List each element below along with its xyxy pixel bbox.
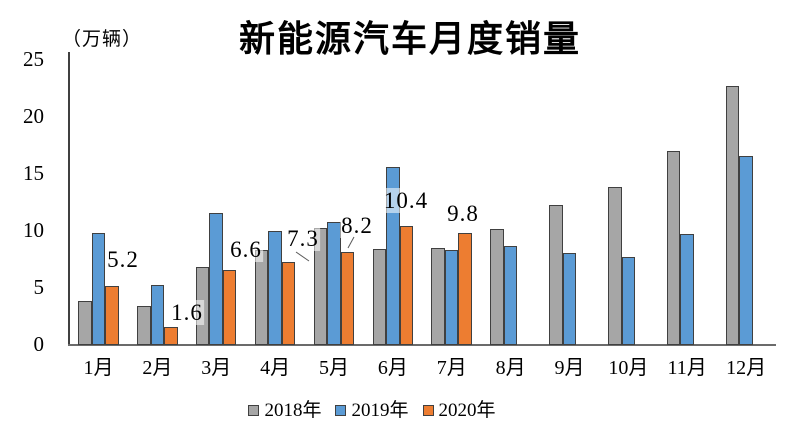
bar-2019年-4月 [268,231,282,345]
bar-2019年-8月 [503,245,518,345]
legend-item-2020年: 2020年 [422,400,496,421]
y-tick-label: 20 [23,104,44,128]
legend-item-2018年: 2018年 [248,401,321,420]
y-tick-label: 5 [33,275,45,299]
bar-2020年-7月 [458,233,472,345]
x-tick-label-4月: 4月 [260,357,291,379]
bar-2020年-3月 [222,269,237,345]
y-axis-unit-label: （万辆） [62,29,143,50]
x-tick-label-2月: 2月 [142,357,173,379]
y-axis-line [68,52,70,346]
data-label-1月: 5.2 [106,247,140,272]
bar-2018年-2月 [137,306,151,345]
bar-2020年-1月 [105,285,119,345]
bar-2018年-7月 [431,248,445,345]
legend: 2018年 2019年 2020年 [0,401,744,420]
bar-2018年-10月 [608,186,622,345]
bar-2018年-11月 [666,151,681,345]
bar-2020年-5月 [340,251,355,345]
leader-line [347,236,355,249]
x-tick-label-5月: 5月 [318,357,349,379]
bar-2018年-9月 [549,204,563,345]
legend-swatch-icon [248,405,260,416]
x-tick-label-10月: 10月 [608,357,649,379]
bar-2019年-10月 [621,257,636,345]
legend-swatch-icon [422,405,434,416]
chart-title: 新能源汽车月度销量 [238,19,581,59]
legend-label: 2018年 [264,400,322,421]
y-tick-label: 0 [33,332,45,356]
data-label-2月: 1.6 [170,300,204,325]
bar-2020年-6月 [399,226,414,345]
data-label-5月: 8.2 [340,213,374,238]
x-tick-label-7月: 7月 [436,357,467,379]
bar-2019年-7月 [444,250,459,345]
y-tick-label: 10 [23,218,44,242]
bar-2018年-8月 [490,228,504,345]
bar-2018年-5月 [313,227,328,345]
bar-2019年-3月 [209,212,223,345]
data-label-6月: 10.4 [382,188,430,213]
legend-swatch-icon [335,405,347,416]
data-label-4月: 7.3 [286,226,320,251]
bar-2019年-2月 [150,284,165,345]
bar-2019年-5月 [327,221,341,345]
bar-2019年-11月 [680,234,694,345]
x-tick-label-3月: 3月 [201,357,232,379]
bar-2019年-1月 [91,233,106,345]
x-tick-label-8月: 8月 [495,357,526,379]
x-tick-label-1月: 1月 [83,357,114,379]
x-tick-label-12月: 12月 [726,357,767,379]
bar-2020年-2月 [164,326,178,345]
x-tick-label-9月: 9月 [554,357,585,379]
bar-2018年-12月 [725,86,740,345]
bar-2019年-12月 [739,155,753,345]
x-axis-line [68,344,776,346]
legend-item-2019年: 2019年 [335,400,409,421]
legend-label: 2020年 [438,400,496,421]
bar-2018年-1月 [78,300,92,345]
y-tick-label: 15 [23,161,44,185]
y-tick-label: 25 [23,47,44,71]
data-label-3月: 6.6 [229,237,263,262]
bar-2018年-4月 [254,250,269,345]
leader-line [295,251,310,262]
bar-2018年-6月 [372,249,387,345]
bar-2019年-9月 [562,252,577,345]
bar-2020年-4月 [281,261,296,345]
x-tick-label-6月: 6月 [377,357,408,379]
x-tick-label-11月: 11月 [667,357,707,379]
legend-label: 2019年 [351,400,409,421]
data-label-7月: 9.8 [446,201,480,226]
